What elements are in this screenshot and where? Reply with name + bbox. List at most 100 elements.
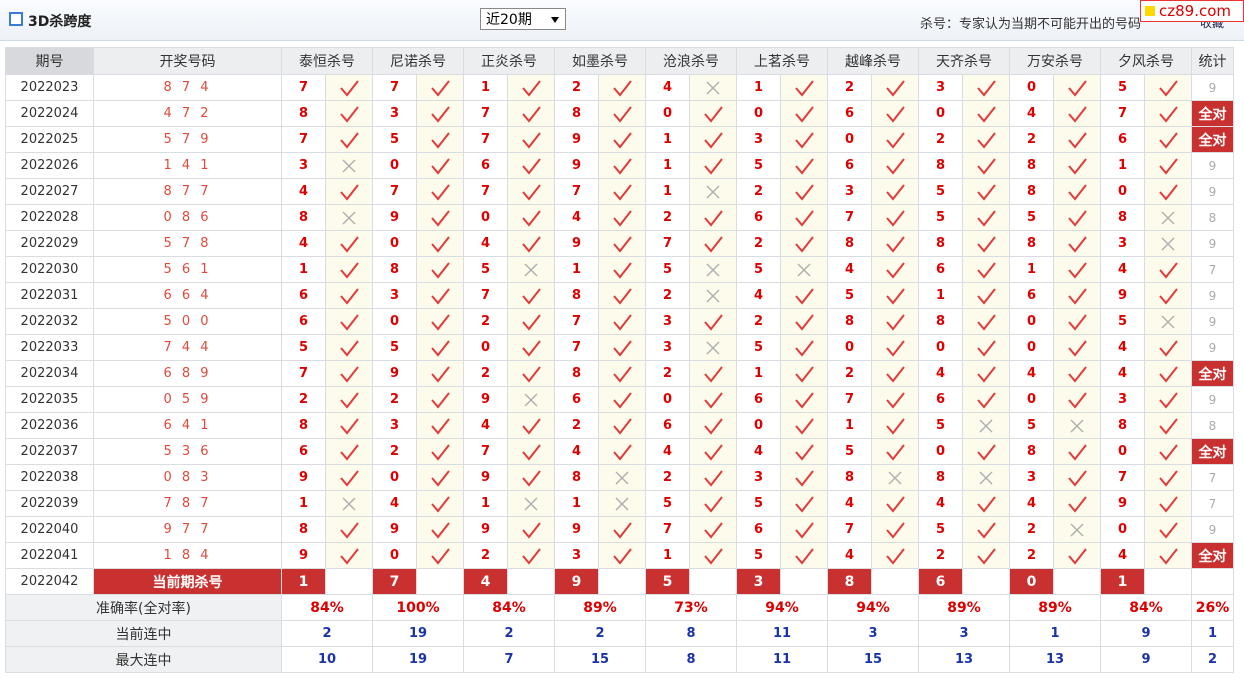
hit-cell (1144, 386, 1192, 413)
draw-number: 7 8 7 (93, 490, 282, 517)
hit-cell (1144, 100, 1192, 127)
current-kill: 7 (372, 568, 417, 595)
kill-number: 5 (827, 282, 872, 309)
hit-cell (871, 282, 919, 309)
blank (962, 568, 1010, 595)
hit-cell (416, 100, 464, 127)
current-kill: 8 (827, 568, 872, 595)
check-icon (431, 131, 450, 149)
summary-value: 2 (281, 620, 373, 647)
period: 2022037 (5, 438, 94, 465)
kill-number: 9 (463, 516, 508, 543)
hit-cell (416, 542, 464, 569)
data-row: 2022034 6 8 9 7 9 2 8 2 1 2 4 4 4 全对 (5, 360, 1234, 387)
kill-number: 7 (554, 178, 599, 205)
kill-number: 8 (1009, 438, 1054, 465)
cross-icon (524, 496, 538, 511)
hit-cell (780, 464, 828, 491)
hit-cell (689, 412, 737, 439)
check-icon (795, 313, 814, 331)
check-icon (340, 105, 359, 123)
stat: 9 (1191, 74, 1234, 101)
cross-icon (706, 288, 720, 303)
check-icon (977, 131, 996, 149)
kill-number: 0 (372, 152, 417, 179)
check-icon (522, 131, 541, 149)
hit-cell (1144, 256, 1192, 283)
check-icon (795, 235, 814, 253)
check-icon (340, 417, 359, 435)
kill-number: 1 (1100, 152, 1145, 179)
watermark: cz89.com (1140, 0, 1244, 22)
check-icon (886, 365, 905, 383)
kill-number: 5 (372, 334, 417, 361)
hit-cell (871, 126, 919, 153)
hit-cell (780, 230, 828, 257)
hit-cell (871, 334, 919, 361)
hit-cell (689, 178, 737, 205)
check-icon (431, 235, 450, 253)
kill-number: 5 (736, 152, 781, 179)
kill-number: 1 (736, 360, 781, 387)
check-icon (977, 235, 996, 253)
kill-number: 3 (372, 412, 417, 439)
kill-number: 9 (372, 360, 417, 387)
kill-number: 0 (918, 438, 963, 465)
kill-number: 4 (918, 490, 963, 517)
hit-cell (689, 282, 737, 309)
hit-cell (325, 74, 373, 101)
check-icon (613, 287, 632, 305)
hit-cell (689, 464, 737, 491)
kill-number: 1 (281, 256, 326, 283)
hit-cell (871, 230, 919, 257)
check-icon (1068, 365, 1087, 383)
kill-number: 5 (645, 256, 690, 283)
check-icon (522, 209, 541, 227)
cross-icon (706, 340, 720, 355)
hit-cell (1053, 126, 1101, 153)
cross-icon (888, 470, 902, 485)
kill-number: 2 (554, 74, 599, 101)
draw-number: 7 4 4 (93, 334, 282, 361)
hit-cell (1053, 490, 1101, 517)
check-icon (886, 495, 905, 513)
summary-label: 准确率(全对率) (5, 594, 282, 621)
kill-number: 7 (463, 438, 508, 465)
check-icon (522, 157, 541, 175)
kill-number: 2 (1009, 126, 1054, 153)
column-header: 上茗杀号 (736, 47, 828, 75)
kill-number: 7 (554, 308, 599, 335)
check-icon (1068, 287, 1087, 305)
kill-number: 0 (1100, 516, 1145, 543)
kill-number: 7 (463, 178, 508, 205)
hit-cell (1144, 126, 1192, 153)
kill-number: 3 (372, 282, 417, 309)
kill-number: 4 (554, 204, 599, 231)
hit-cell (780, 152, 828, 179)
check-icon (431, 287, 450, 305)
period: 2022034 (5, 360, 94, 387)
icon (9, 12, 23, 26)
check-icon (613, 183, 632, 201)
period-select[interactable]: 近20期 (480, 8, 566, 30)
kill-number: 7 (281, 74, 326, 101)
hit-cell (689, 308, 737, 335)
kill-number: 4 (1100, 334, 1145, 361)
hit-cell (1053, 204, 1101, 231)
check-icon (886, 157, 905, 175)
summary-value: 1 (1191, 620, 1234, 647)
kill-number: 3 (827, 178, 872, 205)
summary-value: 8 (645, 620, 737, 647)
kill-number: 0 (1009, 308, 1054, 335)
column-header: 如墨杀号 (554, 47, 646, 75)
column-header: 天齐杀号 (918, 47, 1010, 75)
summary-row: 准确率(全对率) 84% 100% 84% 89% 73% 94% 94% 89% 89% 84% 2… (5, 594, 1234, 621)
kill-number: 2 (645, 204, 690, 231)
current-kill: 3 (736, 568, 781, 595)
period: 2022039 (5, 490, 94, 517)
check-icon (613, 521, 632, 539)
data-row: 2022025 5 7 9 7 5 7 9 1 3 0 2 2 6 全对 (5, 126, 1234, 153)
kill-number: 4 (1100, 360, 1145, 387)
